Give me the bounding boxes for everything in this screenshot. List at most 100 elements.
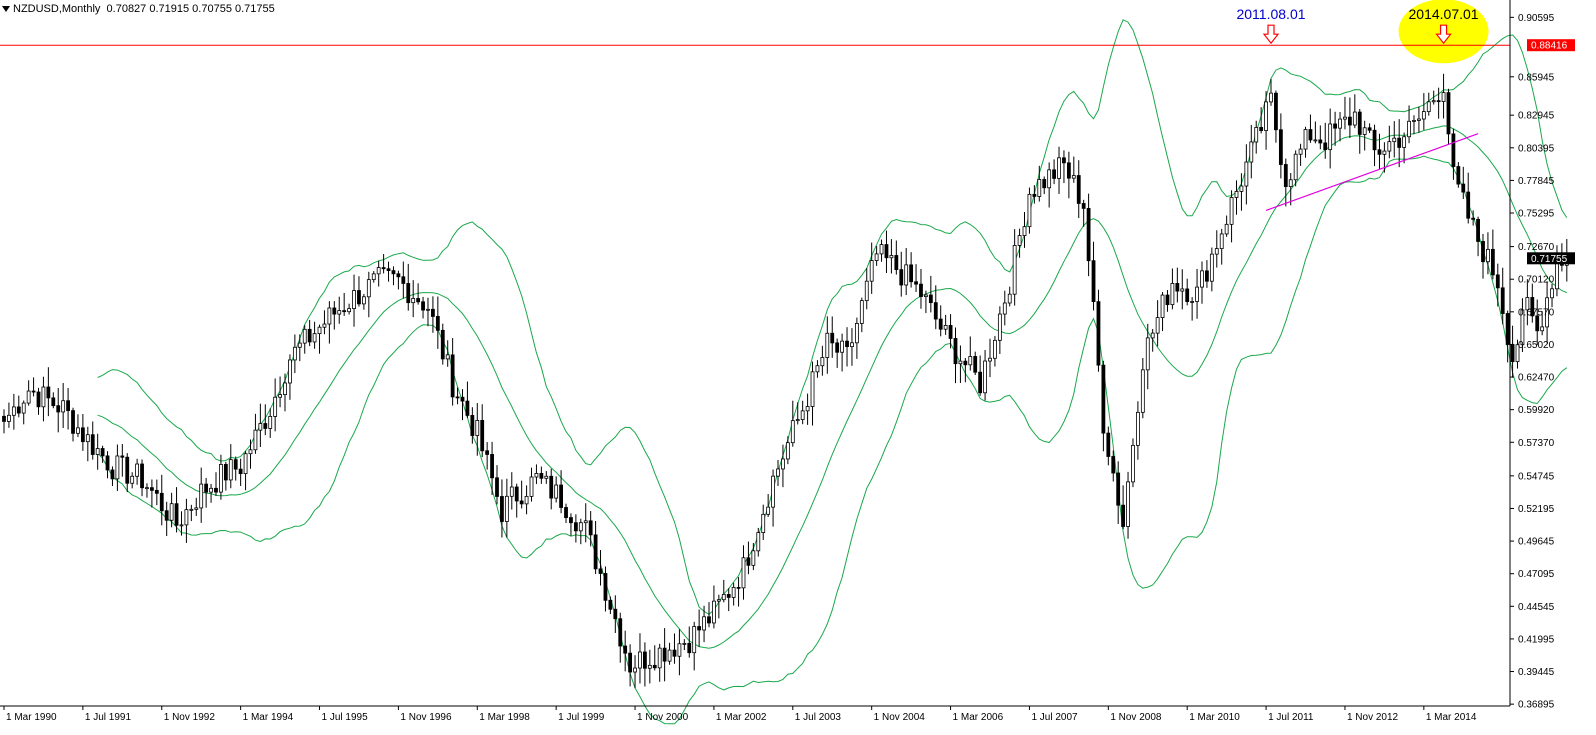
candle-bear xyxy=(1111,456,1116,474)
candle-bear xyxy=(1510,344,1515,363)
candle-bull xyxy=(1303,129,1308,150)
candle-bear xyxy=(342,310,347,313)
candle-bear xyxy=(1397,137,1402,148)
candle-bear xyxy=(71,410,75,434)
time-tick-label: 1 Jul 1995 xyxy=(322,712,369,723)
price-lines xyxy=(0,44,1510,211)
candle-bear xyxy=(1106,432,1111,457)
candle-bear xyxy=(933,302,938,320)
candle-bear xyxy=(100,448,105,457)
middle-band-line xyxy=(97,125,1567,649)
time-tick-label: 1 Mar 2006 xyxy=(953,712,1004,723)
candle-bear xyxy=(603,573,608,601)
candle-bull xyxy=(997,313,1002,341)
candle-bull xyxy=(1002,302,1007,315)
candle-bull xyxy=(1012,245,1017,295)
candle-bear xyxy=(549,475,554,499)
candle-bear xyxy=(149,487,154,491)
price-tick-label: 0.72670 xyxy=(1518,242,1555,253)
candle-bear xyxy=(500,496,504,522)
candle-bear xyxy=(357,290,361,305)
candle-bull xyxy=(1402,136,1407,148)
candle-bear xyxy=(1052,169,1056,179)
candle-bear xyxy=(125,456,130,484)
candle-bull xyxy=(1037,179,1042,197)
candle-bear xyxy=(1436,100,1441,103)
candle-bull xyxy=(1244,161,1249,187)
candle-bull xyxy=(283,382,287,395)
candle-bull xyxy=(988,357,992,362)
candle-bear xyxy=(1490,248,1495,276)
candle-bull xyxy=(1160,294,1165,319)
candle-bull xyxy=(1264,101,1268,131)
candle-bear xyxy=(16,406,21,414)
candle-bull xyxy=(677,643,682,657)
candle-bear xyxy=(1466,191,1471,219)
candle-bull xyxy=(840,340,844,353)
candle-bull xyxy=(554,484,559,499)
candle-bear xyxy=(519,500,524,505)
candle-bull xyxy=(1545,297,1549,328)
candle-bear xyxy=(830,332,835,344)
candle-bear xyxy=(31,390,36,393)
candle-bear xyxy=(110,469,115,480)
candle-bear xyxy=(140,463,144,489)
candle-bear xyxy=(1042,179,1047,189)
candle-bear xyxy=(628,652,633,673)
candle-bear xyxy=(174,503,179,526)
candle-bull xyxy=(85,434,90,443)
price-tick-label: 0.36895 xyxy=(1518,700,1555,711)
price-tick-label: 0.39445 xyxy=(1518,667,1555,678)
candle-bear xyxy=(746,557,751,566)
candle-bear xyxy=(80,427,85,443)
candle-bear xyxy=(396,273,401,278)
candle-bull xyxy=(1190,301,1195,303)
candle-bear xyxy=(36,391,41,408)
candle-bull xyxy=(544,475,549,479)
candle-bull xyxy=(189,508,194,511)
time-tick-label: 1 Mar 1994 xyxy=(243,712,294,723)
candle-bear xyxy=(1476,218,1480,242)
price-axis: 0.90595 0.85945 0.82945 0.80395 0.77845 0.752… xyxy=(1510,13,1575,711)
candle-bull xyxy=(578,522,583,532)
resistance-price-box xyxy=(1527,39,1575,52)
time-tick-label: 1 Nov 1996 xyxy=(400,712,452,723)
trendline xyxy=(1265,133,1479,211)
candle-bear xyxy=(416,298,421,303)
candle-bull xyxy=(1131,444,1135,483)
candle-bull xyxy=(1525,297,1530,311)
resistance-price-box-label: 0.88416 xyxy=(1531,41,1568,52)
candle-bull xyxy=(1293,153,1298,181)
candle-bear xyxy=(214,487,218,493)
candle-bear xyxy=(697,626,702,631)
candle-bull xyxy=(288,359,292,384)
price-tick-label: 0.75295 xyxy=(1518,209,1555,220)
candle-bull xyxy=(815,365,820,373)
candle-bear xyxy=(51,397,56,407)
candle-bear xyxy=(485,450,490,455)
candle-bull xyxy=(11,406,16,416)
annotations: 2011.08.01 2014.07.01 xyxy=(1236,6,1479,45)
candle-bull xyxy=(825,332,830,358)
candle-bull xyxy=(1180,288,1185,292)
current-price-box xyxy=(1527,252,1575,265)
candle-bull xyxy=(445,354,450,360)
candle-bear xyxy=(963,360,968,366)
candle-bear xyxy=(1471,217,1476,220)
lower-band-line xyxy=(97,155,1568,725)
candle-bear xyxy=(421,301,425,311)
candle-bull xyxy=(1407,120,1411,138)
candle-bull xyxy=(268,416,273,429)
candle-bull xyxy=(135,463,140,477)
price-tick-label: 0.80395 xyxy=(1518,143,1555,154)
candle-bear xyxy=(386,268,391,271)
candle-bear xyxy=(884,244,889,259)
candle-bear xyxy=(470,415,475,436)
price-tick-label: 0.57370 xyxy=(1518,438,1555,449)
candle-bull xyxy=(1550,288,1554,299)
candle-bull xyxy=(312,333,317,343)
candle-bear xyxy=(1165,294,1170,306)
dropdown-triangle-icon[interactable] xyxy=(2,6,10,13)
candle-bull xyxy=(292,346,297,361)
